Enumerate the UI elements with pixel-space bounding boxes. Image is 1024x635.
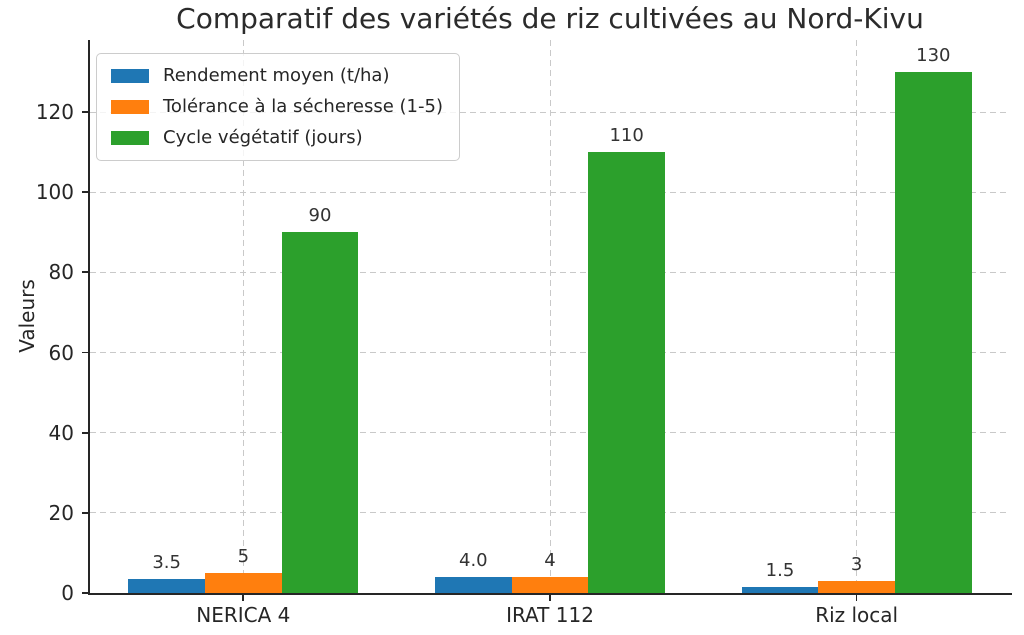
y-tick	[82, 511, 90, 514]
x-tick-label: NERICA 4	[196, 603, 291, 627]
legend-swatch-icon	[111, 131, 149, 145]
legend-label: Tolérance à la sécheresse (1-5)	[163, 96, 443, 117]
legend-item: Rendement moyen (t/ha)	[111, 65, 443, 87]
gridline-vertical	[856, 40, 858, 593]
x-tick-label: IRAT 112	[506, 603, 594, 627]
y-tick-label: 80	[48, 260, 74, 285]
bar	[588, 152, 665, 593]
y-tick-label: 40	[48, 420, 74, 445]
legend-swatch-icon	[111, 69, 149, 83]
gridline-vertical	[242, 40, 244, 593]
x-tick	[242, 595, 245, 601]
chart-title: Comparatif des variétés de riz cultivées…	[176, 2, 924, 35]
legend-item: Cycle végétatif (jours)	[111, 127, 443, 149]
bar-value-label: 3.5	[152, 551, 181, 573]
bar	[741, 586, 819, 593]
bar	[128, 578, 205, 593]
y-tick	[82, 111, 90, 113]
legend: Rendement moyen (t/ha) Tolérance à la séc…	[96, 53, 460, 161]
legend-item: Tolérance à la sécheresse (1-5)	[111, 96, 443, 118]
y-tick-label: 0	[61, 581, 74, 605]
bar	[435, 576, 512, 593]
bar	[818, 580, 895, 593]
bar-value-label: 90	[308, 205, 332, 227]
bar	[511, 576, 589, 593]
legend-swatch-icon	[111, 100, 149, 114]
gridline-vertical	[549, 40, 551, 593]
y-axis-spine	[88, 40, 90, 595]
legend-label: Cycle végétatif (jours)	[163, 127, 363, 148]
bar	[895, 72, 972, 593]
bar-value-label: 4.0	[459, 549, 488, 571]
x-axis-spine	[88, 593, 1012, 595]
bar-value-label: 4	[544, 549, 556, 571]
y-tick-label: 20	[48, 500, 74, 525]
y-tick	[82, 271, 90, 274]
bar-value-label: 5	[237, 545, 250, 567]
y-tick	[82, 351, 90, 354]
y-tick	[82, 592, 90, 594]
bar-value-label: 110	[609, 125, 644, 147]
bar	[205, 572, 282, 593]
bar	[281, 232, 359, 593]
y-tick	[82, 191, 90, 194]
bar-value-label: 1.5	[765, 559, 795, 581]
y-tick-label: 120	[35, 100, 74, 125]
y-tick-label: 60	[48, 340, 74, 365]
x-tick-label: Riz local	[815, 603, 899, 627]
y-tick-label: 100	[35, 180, 74, 205]
bar-value-label: 130	[916, 45, 951, 67]
x-tick	[549, 595, 551, 601]
y-tick	[82, 431, 90, 434]
bar-value-label: 3	[850, 553, 863, 575]
x-tick	[855, 595, 858, 601]
legend-label: Rendement moyen (t/ha)	[163, 65, 390, 86]
